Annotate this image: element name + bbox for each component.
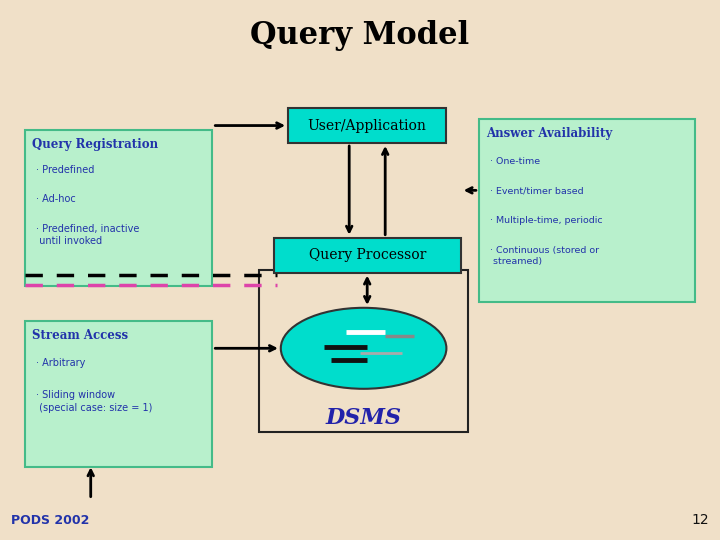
Bar: [479, 119, 695, 302]
Text: · One-time: · One-time: [490, 157, 540, 166]
Text: · Ad-hoc: · Ad-hoc: [36, 194, 76, 205]
Bar: [274, 238, 461, 273]
Text: Answer Availability: Answer Availability: [486, 127, 612, 140]
Text: · Arbitrary: · Arbitrary: [36, 358, 86, 368]
Bar: [25, 321, 212, 467]
Text: · Multiple-time, periodic: · Multiple-time, periodic: [490, 216, 602, 225]
Text: DSMS: DSMS: [325, 408, 402, 429]
Text: · Sliding window
 (special case: size = 1): · Sliding window (special case: size = 1…: [36, 390, 153, 413]
Text: 12: 12: [692, 512, 709, 526]
Bar: [259, 270, 468, 432]
Ellipse shape: [281, 308, 446, 389]
Bar: [25, 130, 212, 286]
Text: · Predefined, inactive
 until invoked: · Predefined, inactive until invoked: [36, 224, 140, 246]
Text: · Predefined: · Predefined: [36, 165, 94, 175]
Text: · Continuous (stored or
 streamed): · Continuous (stored or streamed): [490, 246, 599, 266]
Bar: [288, 108, 446, 143]
Text: User/Application: User/Application: [307, 119, 427, 132]
Text: Query Processor: Query Processor: [308, 248, 426, 262]
Text: Stream Access: Stream Access: [32, 329, 129, 342]
Text: · Event/timer based: · Event/timer based: [490, 186, 583, 195]
Text: PODS 2002: PODS 2002: [11, 514, 89, 526]
Text: Query Model: Query Model: [251, 19, 469, 51]
Text: Query Registration: Query Registration: [32, 138, 158, 151]
